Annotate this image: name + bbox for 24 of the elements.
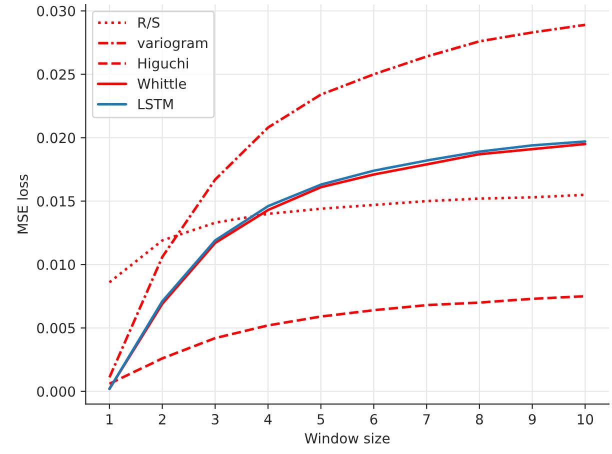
x-tick-label: 1: [106, 414, 113, 424]
x-tick-label: 2: [158, 414, 166, 424]
y-tick-label: 0.000: [37, 386, 76, 397]
legend-label: Whittle: [138, 78, 186, 89]
y-tick-label: 0.025: [37, 69, 75, 80]
y-tick-label: 0.005: [37, 322, 75, 334]
legend-label: R/S: [138, 17, 160, 29]
x-tick-label: 9: [528, 414, 536, 425]
x-tick-label: 7: [423, 414, 430, 424]
y-tick-label: 0.030: [37, 6, 76, 16]
x-tick-label: 8: [476, 414, 483, 425]
y-tick-label: 0.010: [37, 260, 76, 270]
x-tick-label: 5: [318, 414, 324, 425]
y-tick-label: 0.020: [37, 132, 76, 144]
y-axis-title: MSE loss: [17, 174, 28, 234]
legend-label: LSTM: [138, 98, 173, 110]
x-tick-label: 10: [578, 414, 594, 425]
x-tick-label: 4: [264, 414, 272, 424]
y-tick-label: 0.015: [37, 196, 75, 207]
x-tick-label: 3: [212, 414, 218, 425]
x-axis-title: Window size: [304, 432, 390, 444]
legend-label: variogram: [137, 37, 208, 51]
legend-label: Higuchi: [138, 58, 188, 72]
x-tick-label: 6: [370, 414, 378, 425]
